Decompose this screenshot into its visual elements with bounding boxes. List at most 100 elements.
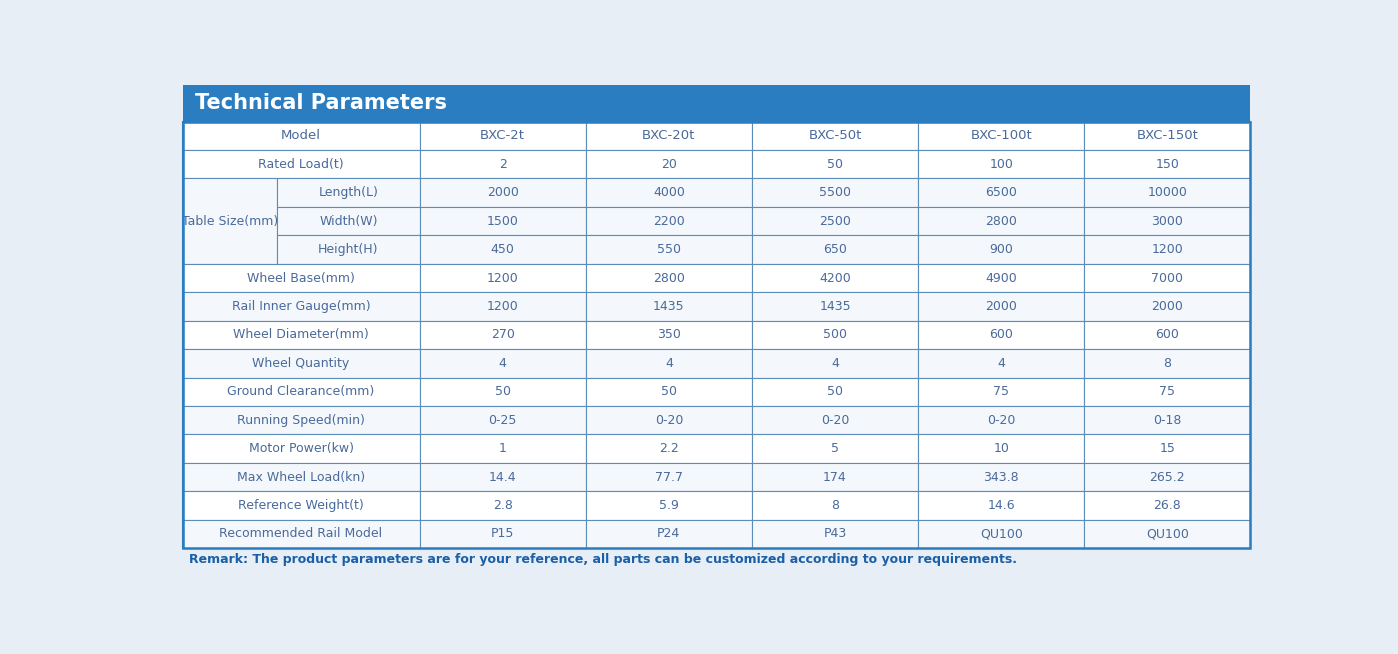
Bar	[1085, 520, 1250, 548]
Text: 8: 8	[830, 499, 839, 512]
Text: 174: 174	[823, 471, 847, 483]
Text: Model: Model	[281, 129, 322, 143]
Text: 26.8: 26.8	[1153, 499, 1181, 512]
Bar	[419, 377, 586, 406]
Text: Wheel Diameter(mm): Wheel Diameter(mm)	[233, 328, 369, 341]
Text: 150: 150	[1155, 158, 1180, 171]
Text: 3000: 3000	[1152, 215, 1183, 228]
Text: 600: 600	[1155, 328, 1180, 341]
Text: 77.7: 77.7	[654, 471, 682, 483]
Text: 500: 500	[823, 328, 847, 341]
Bar	[419, 179, 586, 207]
Text: Motor Power(kw): Motor Power(kw)	[249, 442, 354, 455]
Text: 0-25: 0-25	[488, 414, 517, 426]
Text: BXC-150t: BXC-150t	[1137, 129, 1198, 143]
Bar	[918, 434, 1085, 463]
Bar	[918, 491, 1085, 520]
Bar	[752, 491, 918, 520]
Bar	[752, 320, 918, 349]
Bar	[586, 179, 752, 207]
Text: 75: 75	[1159, 385, 1176, 398]
Text: 2000: 2000	[1152, 300, 1183, 313]
Bar	[183, 292, 419, 320]
Bar	[1085, 292, 1250, 320]
Text: 450: 450	[491, 243, 514, 256]
Text: 900: 900	[990, 243, 1014, 256]
Bar	[752, 122, 918, 150]
Bar	[918, 320, 1085, 349]
Bar	[419, 406, 586, 434]
Bar	[586, 520, 752, 548]
Text: BXC-100t: BXC-100t	[970, 129, 1032, 143]
Bar	[586, 264, 752, 292]
Bar	[1085, 179, 1250, 207]
Text: BXC-2t: BXC-2t	[480, 129, 526, 143]
Bar	[918, 150, 1085, 179]
Text: 4: 4	[499, 357, 506, 370]
Bar	[752, 377, 918, 406]
Bar	[752, 349, 918, 377]
Bar	[586, 434, 752, 463]
Bar	[586, 349, 752, 377]
Text: 1200: 1200	[487, 271, 519, 284]
Text: 14.4: 14.4	[489, 471, 516, 483]
Bar	[1085, 264, 1250, 292]
Text: 1: 1	[499, 442, 506, 455]
Text: 350: 350	[657, 328, 681, 341]
Bar	[752, 434, 918, 463]
Text: Wheel Quantity: Wheel Quantity	[253, 357, 350, 370]
Text: QU100: QU100	[980, 528, 1022, 540]
Bar	[752, 406, 918, 434]
Text: 100: 100	[990, 158, 1014, 171]
Bar	[419, 520, 586, 548]
Text: Recommended Rail Model: Recommended Rail Model	[219, 528, 383, 540]
Text: 1500: 1500	[487, 215, 519, 228]
Bar	[277, 235, 419, 264]
Text: 2500: 2500	[819, 215, 851, 228]
Bar	[1085, 349, 1250, 377]
Text: 650: 650	[823, 243, 847, 256]
Text: 5500: 5500	[819, 186, 851, 199]
Bar	[752, 179, 918, 207]
Bar	[183, 179, 277, 264]
Text: Running Speed(min): Running Speed(min)	[238, 414, 365, 426]
Bar	[586, 235, 752, 264]
Bar	[419, 463, 586, 491]
Bar	[183, 434, 419, 463]
Bar	[752, 292, 918, 320]
Bar	[1085, 463, 1250, 491]
Bar	[1085, 150, 1250, 179]
Text: 2.8: 2.8	[492, 499, 513, 512]
Bar	[586, 463, 752, 491]
Bar	[918, 463, 1085, 491]
Text: 75: 75	[993, 385, 1009, 398]
Text: Max Wheel Load(kn): Max Wheel Load(kn)	[238, 471, 365, 483]
Text: 2: 2	[499, 158, 506, 171]
Text: 20: 20	[661, 158, 677, 171]
Text: 8: 8	[1163, 357, 1172, 370]
Text: 2800: 2800	[653, 271, 685, 284]
Bar	[918, 349, 1085, 377]
Text: 10000: 10000	[1148, 186, 1187, 199]
Bar	[183, 406, 419, 434]
Text: 4200: 4200	[819, 271, 851, 284]
Bar	[918, 122, 1085, 150]
Bar	[183, 520, 419, 548]
Text: 50: 50	[495, 385, 510, 398]
Text: 50: 50	[828, 385, 843, 398]
Bar	[183, 84, 1250, 122]
Text: 0-20: 0-20	[821, 414, 849, 426]
Bar	[752, 264, 918, 292]
Bar	[1085, 491, 1250, 520]
Bar	[752, 150, 918, 179]
Bar	[419, 235, 586, 264]
Bar	[419, 150, 586, 179]
Text: 2.2: 2.2	[658, 442, 678, 455]
Text: 50: 50	[828, 158, 843, 171]
Bar	[419, 292, 586, 320]
Text: 10: 10	[993, 442, 1009, 455]
Bar	[183, 463, 419, 491]
Bar	[586, 377, 752, 406]
Bar	[183, 377, 419, 406]
Text: 15: 15	[1159, 442, 1176, 455]
